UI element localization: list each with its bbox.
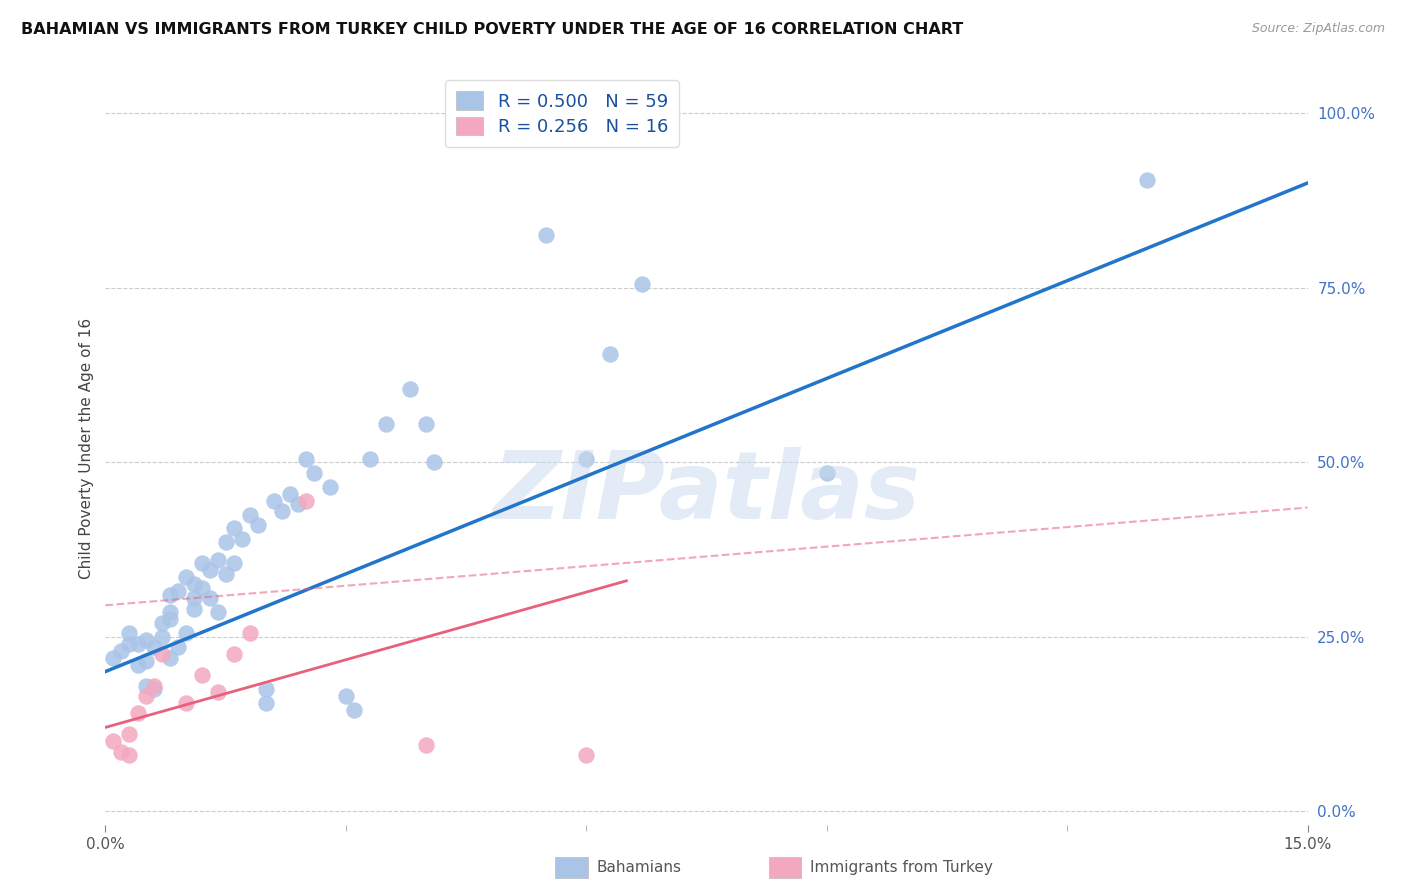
Point (239, 508, 262, 522)
Point (631, 277, 654, 292)
Point (295, 493, 318, 508)
Point (246, 518, 269, 533)
Point (150, 630, 173, 644)
Point (231, 532, 253, 546)
Point (159, 605, 181, 619)
Point (359, 451, 381, 466)
Point (166, 584, 188, 599)
Point (374, 417, 398, 431)
Point (150, 647, 173, 661)
Point (415, 417, 437, 431)
Point (190, 557, 212, 571)
Point (198, 563, 221, 577)
Point (295, 451, 318, 466)
Point (183, 591, 205, 606)
Point (1136, 172, 1159, 186)
Point (599, 347, 621, 361)
Point (159, 588, 181, 602)
Point (263, 493, 285, 508)
Point (222, 521, 245, 535)
Point (159, 612, 181, 626)
Point (222, 557, 245, 571)
Point (174, 570, 197, 584)
Point (135, 679, 157, 693)
Point (319, 480, 342, 494)
Point (135, 633, 157, 648)
Text: BAHAMIAN VS IMMIGRANTS FROM TURKEY CHILD POVERTY UNDER THE AGE OF 16 CORRELATION: BAHAMIAN VS IMMIGRANTS FROM TURKEY CHILD… (21, 22, 963, 37)
Point (110, 745, 132, 759)
Point (118, 748, 141, 763)
Point (423, 455, 446, 469)
Point (335, 689, 357, 703)
Point (815, 466, 838, 480)
Point (166, 640, 188, 654)
Point (135, 689, 157, 703)
Point (207, 685, 229, 699)
Point (287, 497, 309, 511)
Point (127, 657, 149, 672)
Point (142, 679, 165, 693)
Point (254, 681, 277, 696)
Point (270, 504, 292, 518)
Point (207, 605, 229, 619)
Point (110, 643, 132, 657)
Text: Immigrants from Turkey: Immigrants from Turkey (810, 861, 993, 875)
Point (103, 734, 125, 748)
Point (254, 696, 277, 710)
Point (142, 640, 165, 654)
Point (183, 577, 205, 591)
Point (118, 626, 141, 640)
Point (534, 228, 557, 243)
Point (127, 706, 149, 721)
Point (278, 486, 301, 500)
Point (399, 382, 422, 396)
Point (214, 535, 236, 549)
Point (103, 650, 125, 665)
Text: Bahamians: Bahamians (596, 861, 681, 875)
Point (190, 668, 212, 682)
Point (174, 696, 197, 710)
Point (142, 681, 165, 696)
Point (118, 727, 141, 741)
Point (174, 626, 197, 640)
Point (118, 637, 141, 651)
Text: Source: ZipAtlas.com: Source: ZipAtlas.com (1251, 22, 1385, 36)
Point (222, 647, 245, 661)
Point (183, 601, 205, 615)
Point (575, 451, 598, 466)
Point (190, 581, 212, 595)
Point (159, 650, 181, 665)
Point (343, 703, 366, 717)
Point (575, 748, 598, 763)
Point (135, 654, 157, 668)
Legend: R = 0.500   N = 59, R = 0.256   N = 16: R = 0.500 N = 59, R = 0.256 N = 16 (446, 80, 679, 147)
Point (239, 626, 262, 640)
Point (207, 553, 229, 567)
Point (214, 566, 236, 581)
Point (150, 615, 173, 630)
Point (415, 738, 437, 752)
Y-axis label: Child Poverty Under the Age of 16: Child Poverty Under the Age of 16 (79, 318, 94, 579)
Point (198, 591, 221, 606)
Point (302, 466, 325, 480)
Text: ZIPatlas: ZIPatlas (492, 448, 921, 540)
Point (127, 637, 149, 651)
